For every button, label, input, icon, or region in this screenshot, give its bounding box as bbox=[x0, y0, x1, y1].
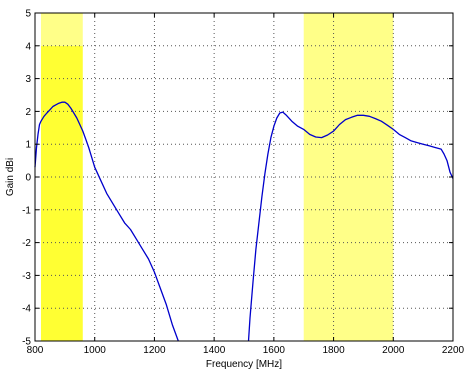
band-2 bbox=[303, 13, 394, 341]
y-tick-label-3: 3 bbox=[25, 74, 31, 85]
series-line-0-segment-0 bbox=[34, 101, 179, 342]
x-tick-label-1000: 1000 bbox=[84, 345, 107, 356]
x-tick-label-1800: 1800 bbox=[322, 345, 345, 356]
x-tick-label-1200: 1200 bbox=[143, 345, 166, 356]
band-0 bbox=[40, 45, 83, 342]
x-tick-label-800: 800 bbox=[27, 345, 44, 356]
y-tick-label-4: 4 bbox=[25, 41, 31, 52]
y-tick-label--4: -4 bbox=[22, 304, 31, 315]
series-line-0-segment-1 bbox=[247, 111, 454, 342]
y-tick-label--5: -5 bbox=[22, 337, 31, 348]
y-tick-label-2: 2 bbox=[25, 107, 31, 118]
y-tick-label--2: -2 bbox=[22, 238, 31, 249]
band-1 bbox=[40, 13, 83, 46]
x-tick-labels: 800 1000 1200 1400 1600 1800 2000 2200 bbox=[27, 345, 464, 356]
y-tick-label--1: -1 bbox=[22, 205, 31, 216]
grid-lines bbox=[35, 13, 453, 341]
y-tick-label-1: 1 bbox=[25, 140, 31, 151]
frequency-bands bbox=[40, 13, 394, 342]
y-tick-label--3: -3 bbox=[22, 271, 31, 282]
x-tick-label-1600: 1600 bbox=[263, 345, 286, 356]
x-tick-label-2200: 2200 bbox=[442, 345, 464, 356]
y-tick-label-0: 0 bbox=[25, 173, 31, 184]
tick-marks bbox=[34, 12, 454, 342]
y-tick-labels: -5 -4 -3 -2 -1 0 1 2 3 4 5 bbox=[22, 9, 31, 348]
gain-series bbox=[34, 101, 454, 342]
y-axis-title: Gain dBi bbox=[5, 158, 16, 196]
x-axis-title: Frequency [MHz] bbox=[206, 359, 282, 370]
x-tick-label-2000: 2000 bbox=[382, 345, 405, 356]
y-tick-label-5: 5 bbox=[25, 9, 31, 20]
x-tick-label-1400: 1400 bbox=[203, 345, 226, 356]
